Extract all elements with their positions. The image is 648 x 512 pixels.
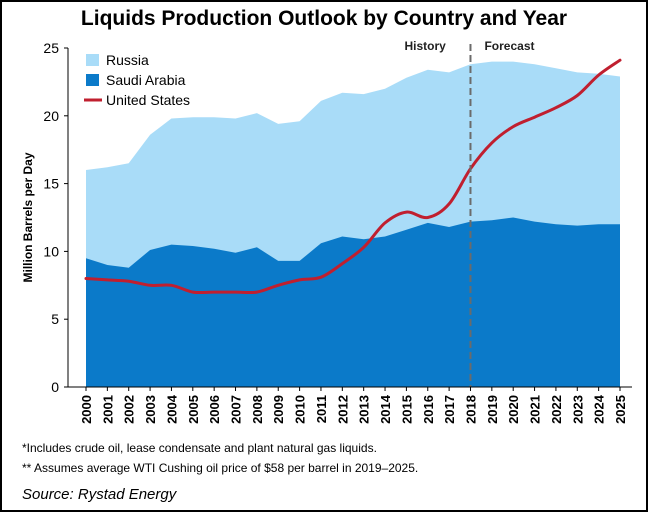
y-axis-label: Million Barrels per Day <box>21 152 35 282</box>
x-tick-label: 2008 <box>250 395 265 424</box>
x-tick-label: 2015 <box>399 395 414 424</box>
y-tick-label: 10 <box>43 243 59 259</box>
forecast-label: Forecast <box>484 39 534 53</box>
x-tick-label: 2000 <box>79 395 94 424</box>
y-tick-label: 20 <box>43 108 59 124</box>
x-tick-label: 2016 <box>421 395 436 424</box>
y-tick-label: 0 <box>51 379 59 395</box>
x-tick-label: 2021 <box>528 395 543 424</box>
x-tick-label: 2009 <box>271 395 286 424</box>
x-tick-label: 2002 <box>122 395 137 424</box>
footnote-2: ** Assumes average WTI Cushing oil price… <box>22 461 419 475</box>
x-tick-label: 2024 <box>592 394 607 424</box>
legend-swatch-russia <box>86 54 99 66</box>
footnote-1: *Includes crude oil, lease condensate an… <box>22 441 377 455</box>
x-tick-label: 2004 <box>164 394 179 424</box>
x-tick-label: 2007 <box>229 395 244 424</box>
x-tick-label: 2006 <box>207 395 222 424</box>
x-tick-label: 2012 <box>335 395 350 424</box>
legend-swatch-saudi-arabia <box>86 74 99 86</box>
x-tick-label: 2019 <box>485 395 500 424</box>
y-tick-label: 15 <box>43 176 59 192</box>
y-tick-label: 5 <box>51 311 59 327</box>
x-tick-label: 2017 <box>442 395 457 424</box>
area-saudi-arabia <box>86 217 620 387</box>
line-united-states <box>84 58 622 295</box>
x-tick-label: 2003 <box>143 395 158 424</box>
x-tick-label: 2018 <box>463 395 478 424</box>
x-tick-label: 2025 <box>613 395 628 424</box>
legend-label-russia: Russia <box>106 52 149 68</box>
x-tick-label: 2011 <box>314 395 329 423</box>
x-tick-label: 2010 <box>293 395 308 424</box>
legend-label-united-states: United States <box>106 92 190 108</box>
history-label: History <box>404 39 446 53</box>
legend-label-saudi-arabia: Saudi Arabia <box>106 72 186 88</box>
x-tick-label: 2014 <box>378 394 393 424</box>
source-label: Source: Rystad Energy <box>22 486 177 503</box>
chart-title: Liquids Production Outlook by Country an… <box>80 7 568 30</box>
x-tick-label: 2005 <box>186 395 201 424</box>
x-tick-label: 2023 <box>570 395 585 424</box>
x-tick-label: 2013 <box>357 395 372 424</box>
x-tick-label: 2001 <box>100 395 115 424</box>
y-tick-label: 25 <box>43 40 59 56</box>
x-tick-label: 2022 <box>549 395 564 424</box>
x-tick-label: 2020 <box>506 395 521 424</box>
